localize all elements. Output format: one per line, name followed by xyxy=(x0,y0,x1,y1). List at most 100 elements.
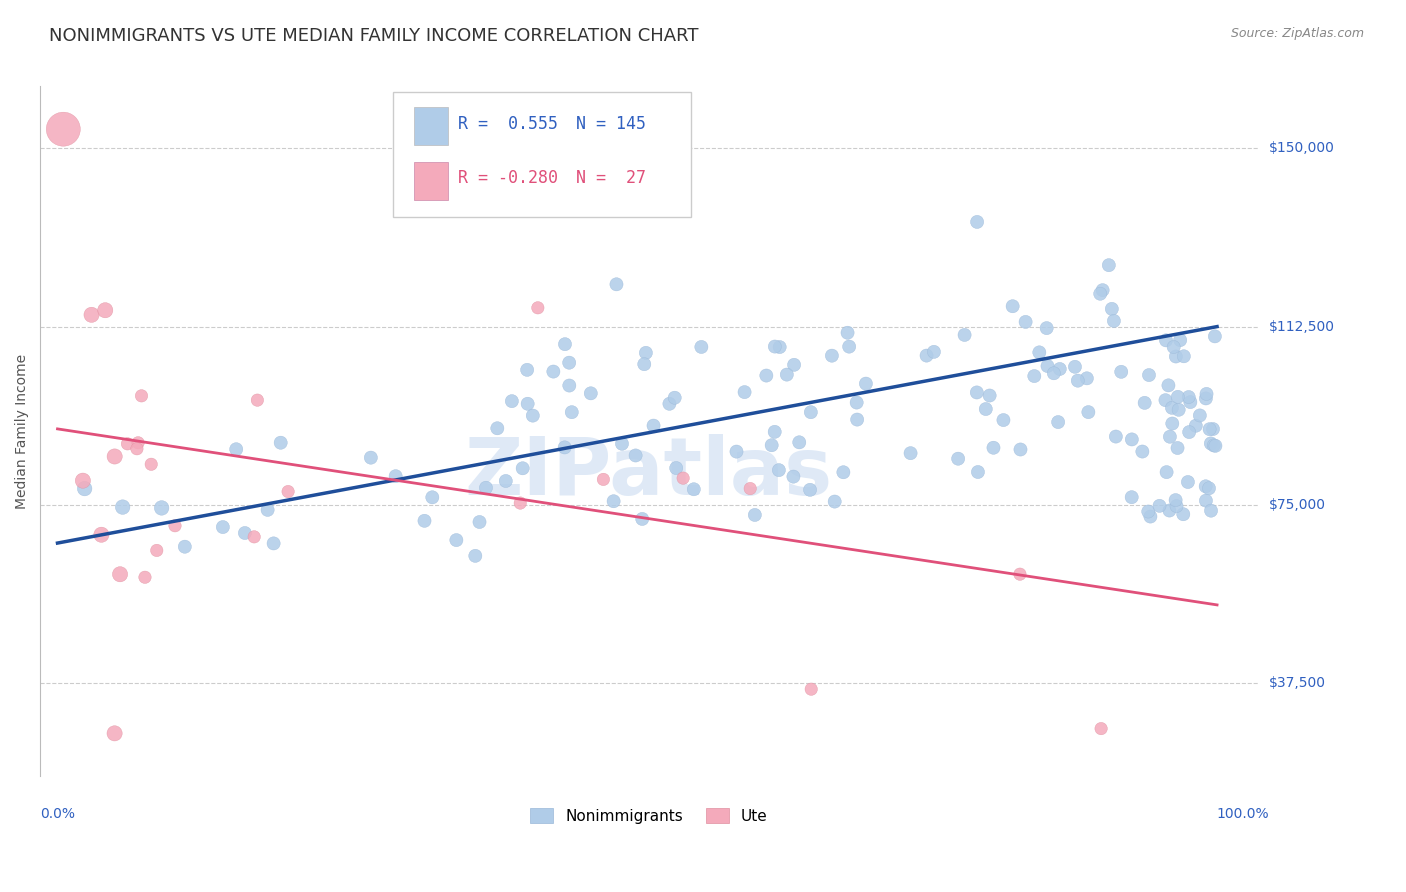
Text: $112,500: $112,500 xyxy=(1268,319,1334,334)
Point xyxy=(624,449,647,463)
Point xyxy=(1137,504,1160,518)
Point xyxy=(837,326,859,340)
Point xyxy=(1090,286,1112,301)
Point xyxy=(1001,299,1024,313)
Point xyxy=(127,435,149,450)
Point xyxy=(212,520,235,534)
Point xyxy=(225,442,247,457)
Point xyxy=(1121,490,1143,504)
Point xyxy=(763,425,786,439)
Point xyxy=(103,726,125,740)
Point xyxy=(1090,722,1112,736)
Point xyxy=(1076,371,1098,385)
Point xyxy=(1159,503,1181,517)
Point xyxy=(516,363,538,377)
Point xyxy=(1202,438,1225,452)
Point xyxy=(993,413,1015,427)
Point xyxy=(1154,393,1177,408)
Point xyxy=(658,397,681,411)
Point xyxy=(579,386,602,401)
Point xyxy=(117,437,139,451)
Point xyxy=(979,388,1001,402)
Point xyxy=(558,356,581,370)
Point xyxy=(72,474,94,488)
Point xyxy=(672,471,695,485)
Point xyxy=(108,567,131,582)
Point xyxy=(495,474,517,488)
Point xyxy=(543,365,565,379)
Point xyxy=(1133,396,1156,410)
Point xyxy=(1178,425,1201,439)
Point xyxy=(134,570,156,584)
Point xyxy=(80,308,103,322)
Point xyxy=(769,340,792,354)
Point xyxy=(1199,503,1222,517)
Point xyxy=(1047,415,1070,429)
Point xyxy=(946,451,969,466)
Point xyxy=(1173,507,1195,521)
Point xyxy=(104,450,127,464)
Point xyxy=(384,469,406,483)
Point xyxy=(1036,359,1059,373)
Point xyxy=(740,482,762,496)
Point xyxy=(509,496,531,510)
Point xyxy=(1149,499,1171,513)
Point xyxy=(664,391,686,405)
Point xyxy=(761,438,783,452)
Point xyxy=(1195,493,1218,508)
Point xyxy=(141,457,163,471)
Point xyxy=(744,508,766,522)
Point xyxy=(94,303,117,318)
Point xyxy=(824,494,846,508)
Point xyxy=(592,472,614,486)
Point xyxy=(360,450,382,465)
Point xyxy=(277,484,299,499)
Text: $75,000: $75,000 xyxy=(1268,498,1326,512)
Point xyxy=(665,461,688,475)
Point xyxy=(145,543,167,558)
FancyBboxPatch shape xyxy=(394,92,692,218)
Text: N =  27: N = 27 xyxy=(576,169,645,187)
Point xyxy=(420,491,443,505)
Point xyxy=(256,503,278,517)
Point xyxy=(1008,567,1031,582)
Point xyxy=(966,385,988,400)
Point xyxy=(233,526,256,541)
Point xyxy=(1177,390,1199,404)
Point xyxy=(468,515,491,529)
Point xyxy=(52,122,75,136)
Point xyxy=(633,357,655,371)
Point xyxy=(800,405,823,419)
Point xyxy=(1109,365,1132,379)
Point xyxy=(838,340,860,354)
Point xyxy=(1098,258,1121,272)
Point xyxy=(725,444,748,458)
Point xyxy=(446,533,468,547)
Point xyxy=(163,518,186,533)
Point xyxy=(527,301,550,315)
Point xyxy=(150,500,173,515)
Y-axis label: Median Family Income: Median Family Income xyxy=(15,354,30,508)
Point xyxy=(1091,283,1114,297)
Point xyxy=(1180,395,1202,409)
Point xyxy=(1161,401,1184,415)
Point xyxy=(1035,321,1057,335)
Point xyxy=(558,378,581,392)
Point xyxy=(1024,369,1046,384)
Point xyxy=(73,482,96,496)
Point xyxy=(855,376,877,391)
Point xyxy=(1139,509,1161,524)
Point xyxy=(631,512,654,526)
Point xyxy=(821,349,844,363)
Point xyxy=(602,494,624,508)
Point xyxy=(846,412,869,426)
Point xyxy=(413,514,436,528)
Point xyxy=(1067,374,1090,388)
Point xyxy=(967,465,990,479)
Point xyxy=(512,461,534,475)
Text: Source: ZipAtlas.com: Source: ZipAtlas.com xyxy=(1230,27,1364,40)
Point xyxy=(243,530,266,544)
Point xyxy=(1166,499,1188,513)
Point xyxy=(1199,436,1222,450)
Point xyxy=(966,215,988,229)
